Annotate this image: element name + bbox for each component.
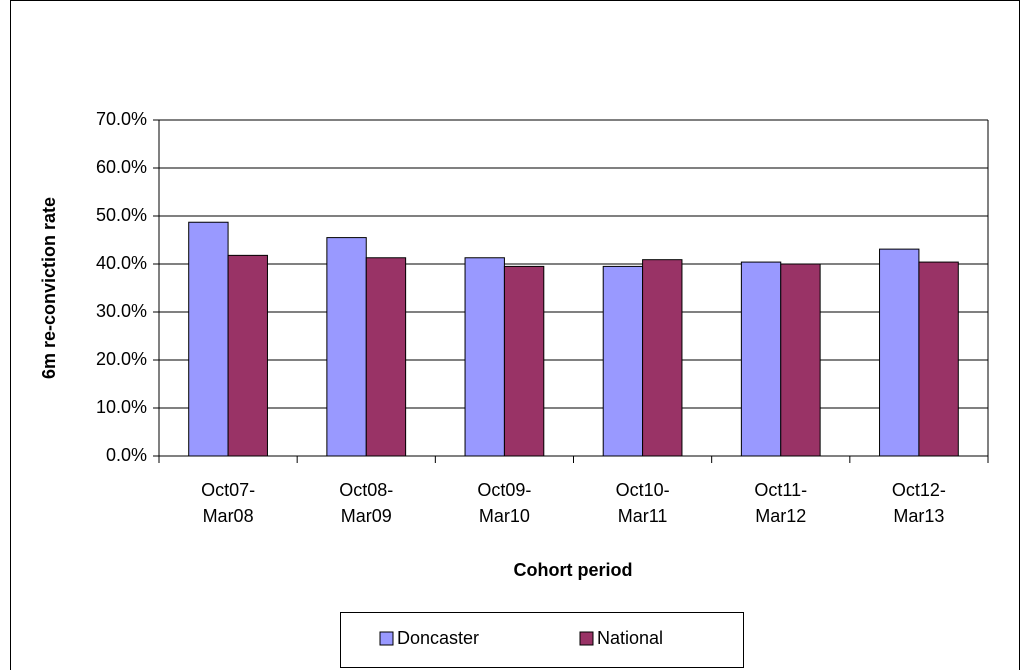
y-axis-title: 6m re-conviction rate (39, 197, 59, 379)
legend-swatch (579, 631, 594, 646)
y-tick-label: 20.0% (96, 349, 147, 369)
x-tick-label: Oct10- Mar11 (615, 480, 670, 526)
bar (602, 265, 644, 457)
x-axis-title: Cohort period (514, 560, 633, 580)
y-tick-label: 10.0% (96, 397, 147, 417)
bar (918, 261, 959, 457)
legend-swatch (379, 631, 394, 646)
x-tick-label: Oct11- Mar12 (754, 480, 808, 526)
bar (503, 265, 545, 457)
bar (642, 259, 683, 457)
bar (227, 254, 268, 457)
bar (365, 257, 407, 457)
y-tick-label: 0.0% (106, 445, 147, 465)
bar (188, 221, 229, 457)
bar (780, 263, 821, 457)
y-tick-label: 60.0% (96, 157, 147, 177)
y-tick-label: 40.0% (96, 253, 147, 273)
bar (740, 261, 782, 457)
bar (879, 248, 920, 457)
legend-box (340, 612, 744, 668)
chart-frame (10, 0, 1020, 670)
x-tick-label: Oct12- Mar13 (891, 480, 946, 526)
legend-label: Doncaster (397, 628, 479, 648)
bar (326, 237, 367, 457)
legend-label: National (597, 628, 663, 648)
y-tick-label: 50.0% (96, 205, 147, 225)
y-tick-label: 70.0% (96, 109, 147, 129)
x-tick-label: Oct07- Mar08 (201, 480, 256, 526)
x-tick-label: Oct09- Mar10 (477, 480, 532, 526)
x-tick-label: Oct08- Mar09 (339, 480, 394, 526)
bar (464, 257, 505, 457)
y-tick-label: 30.0% (96, 301, 147, 321)
